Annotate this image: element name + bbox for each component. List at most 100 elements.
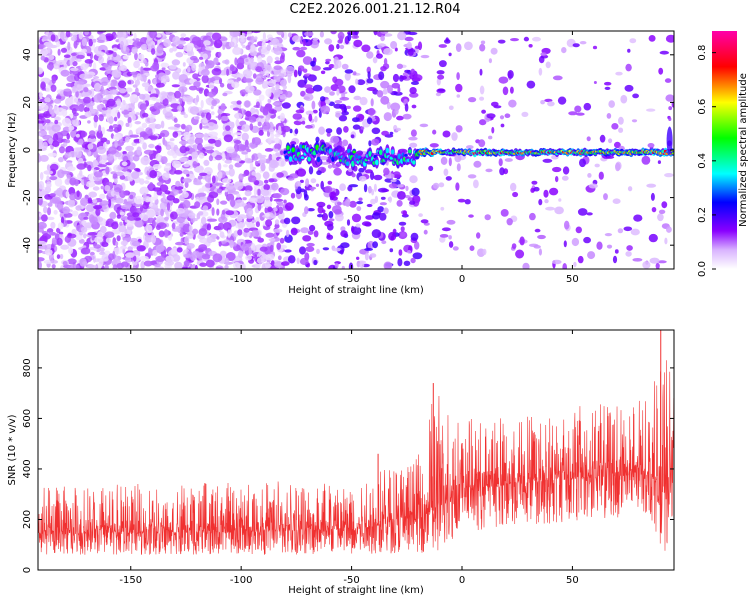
heatmap-cell [529,212,536,221]
heatmap-cell [124,252,135,258]
heatmap-cell [290,192,296,199]
heatmap-cell [182,223,191,233]
heatmap-cell [381,240,387,245]
heatmap-cell [155,153,161,162]
heatmap-cell [268,238,276,242]
heatmap-cell [250,243,256,251]
heatmap-cell [62,206,70,215]
heatmap-cell [265,219,273,227]
heatmap-cell [203,159,210,166]
heatmap-cell [671,101,674,108]
heatmap-cell [205,149,215,154]
heatmap-cell [145,127,153,135]
x-tick-label: 0 [459,575,465,586]
heatmap-cell [294,128,299,135]
heatmap-cell [300,46,308,51]
heatmap-cell [519,236,525,246]
heatmap-cell [593,81,597,84]
heatmap-cell [95,264,99,269]
heatmap-cell [175,180,181,187]
heatmap-cell [166,195,176,201]
heatmap-cell [183,163,190,168]
heatmap-cell [208,155,213,162]
heatmap-cell [583,102,592,111]
heatmap-cell [242,44,246,49]
heatmap-cell [300,227,309,234]
heatmap-cell [268,109,277,114]
heatmap-cell [303,84,313,89]
heatmap-cell [241,151,249,155]
heatmap-cell [163,168,169,172]
heatmap-cell [67,98,73,106]
heatmap-cell [233,143,240,152]
heatmap-cell [504,158,513,162]
heatmap-cell [284,249,292,253]
heatmap-cell [149,170,158,179]
heatmap-cell [59,234,63,238]
heatmap-cell [280,112,285,122]
heatmap-cell [324,86,331,93]
heatmap-cell [47,126,52,131]
heatmap-cell [521,111,529,117]
heatmap-cell [383,48,393,56]
heatmap-cell [268,178,275,183]
heatmap-cell [340,226,346,232]
heatmap-cell [162,98,169,107]
heatmap-cell [44,249,53,256]
heatmap-cell [93,244,102,249]
heatmap-cell [63,54,71,58]
heatmap-cell [135,112,140,116]
heatmap-cell [318,110,322,118]
heatmap-cell [257,237,265,243]
heatmap-cell [406,41,412,50]
heatmap-cell [241,124,250,132]
heatmap-cell [181,88,185,97]
heatmap-cell [617,228,624,234]
heatmap-cell [38,120,45,124]
heatmap-cell [125,122,130,127]
heatmap-cell [46,175,50,181]
heatmap-cell [348,85,356,94]
heatmap-cell [404,69,411,73]
heatmap-cell [575,226,582,234]
heatmap-cell [382,88,388,95]
heatmap-cell [87,232,98,236]
heatmap-cell [515,249,525,259]
heatmap-cell [380,35,385,42]
heatmap-cell [235,157,242,162]
heatmap-cell [661,201,668,209]
heatmap-cell [60,216,65,225]
heatmap-cell [579,158,586,168]
heatmap-cell [479,96,485,101]
heatmap-cell [167,146,170,150]
heatmap-cell [558,198,562,202]
heatmap-cell [135,87,139,94]
heatmap-cell [246,215,254,219]
heatmap-cell [412,198,420,207]
heatmap-cell [198,228,208,237]
heatmap-cell [479,68,483,76]
heatmap-cell [56,254,61,259]
heatmap-cell [80,247,91,255]
heatmap-cell [276,172,284,178]
heatmap-cell [101,107,108,111]
heatmap-cell [336,127,342,135]
heatmap-cell [355,223,361,228]
heatmap-cell [142,142,148,150]
heatmap-cell [108,146,117,155]
heatmap-cell [326,234,334,240]
heatmap-cell [183,253,192,258]
heatmap-cell [500,123,505,128]
heatmap-cell [409,175,418,184]
heatmap-cell [611,123,619,130]
heatmap-cell [316,170,322,176]
heatmap-cell [366,117,373,125]
heatmap-cell [60,244,70,250]
heatmap-cell [562,263,567,269]
heatmap-cell [158,230,165,238]
heatmap-cell [58,231,64,235]
heatmap-cell [156,33,162,38]
heatmap-cell [67,199,76,208]
heatmap-cell [411,104,417,109]
heatmap-cell [46,216,55,221]
